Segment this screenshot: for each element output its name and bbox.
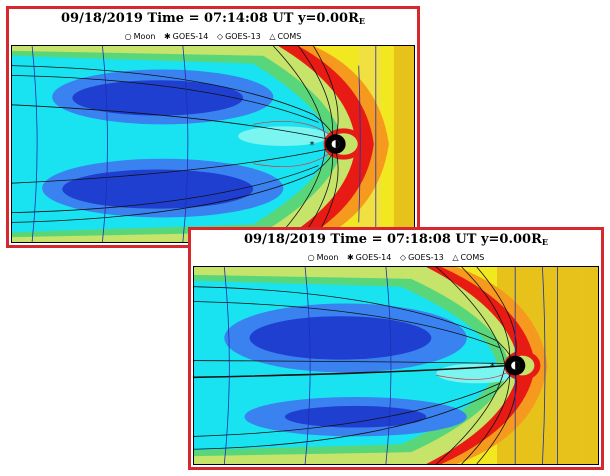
- time-value: 07:14:08: [204, 11, 268, 26]
- time-label: Time =: [330, 232, 383, 247]
- date-label: 09/18/2019: [61, 11, 143, 26]
- asterisk-icon: ✱: [346, 253, 354, 262]
- legend-item-goes14: ✱ GOES-14: [163, 32, 209, 41]
- ut-label: UT: [455, 232, 477, 247]
- svg-text:*: *: [490, 362, 495, 373]
- diamond-icon: ◇: [399, 253, 407, 262]
- moon-circle-icon: ○: [307, 253, 315, 262]
- y-subscript: E: [358, 16, 365, 26]
- spacecraft-legend: ○ Moon ✱ GOES-14 ◇ GOES-13 △ COMS: [9, 29, 417, 45]
- spacecraft-legend: ○ Moon ✱ GOES-14 ◇ GOES-13 △ COMS: [191, 250, 601, 266]
- legend-item-goes14: ✱ GOES-14: [346, 253, 392, 262]
- ut-label: UT: [272, 11, 294, 26]
- time-value: 07:18:08: [387, 232, 451, 247]
- svg-text:*: *: [309, 140, 314, 151]
- date-label: 09/18/2019: [244, 232, 326, 247]
- y-label: y=: [297, 11, 317, 26]
- y-subscript: E: [541, 237, 548, 247]
- legend-item-moon: ○ Moon: [307, 253, 339, 262]
- moon-circle-icon: ○: [124, 32, 132, 41]
- diamond-icon: ◇: [216, 32, 224, 41]
- legend-item-moon: ○ Moon: [124, 32, 156, 41]
- legend-item-goes13: ◇ GOES-13: [216, 32, 261, 41]
- magnetosphere-plot: *: [11, 45, 415, 243]
- legend-item-coms: △ COMS: [452, 253, 485, 262]
- y-value: 0.00R: [499, 232, 542, 247]
- magnetosphere-image: *: [194, 267, 598, 464]
- y-label: y=: [480, 232, 500, 247]
- simulation-panel-1: 09/18/2019 Time = 07:14:08 UT y=0.00RE ○…: [6, 6, 420, 248]
- y-value: 0.00R: [316, 11, 359, 26]
- time-label: Time =: [147, 11, 200, 26]
- panel-title: 09/18/2019 Time = 07:18:08 UT y=0.00RE: [191, 230, 601, 250]
- triangle-icon: △: [269, 32, 276, 41]
- triangle-icon: △: [452, 253, 459, 262]
- magnetosphere-image: *: [12, 46, 414, 242]
- simulation-panel-2: 09/18/2019 Time = 07:18:08 UT y=0.00RE ○…: [188, 227, 604, 470]
- legend-item-coms: △ COMS: [269, 32, 302, 41]
- asterisk-icon: ✱: [163, 32, 171, 41]
- legend-item-goes13: ◇ GOES-13: [399, 253, 444, 262]
- magnetosphere-plot: *: [193, 266, 599, 465]
- panel-title: 09/18/2019 Time = 07:14:08 UT y=0.00RE: [9, 9, 417, 29]
